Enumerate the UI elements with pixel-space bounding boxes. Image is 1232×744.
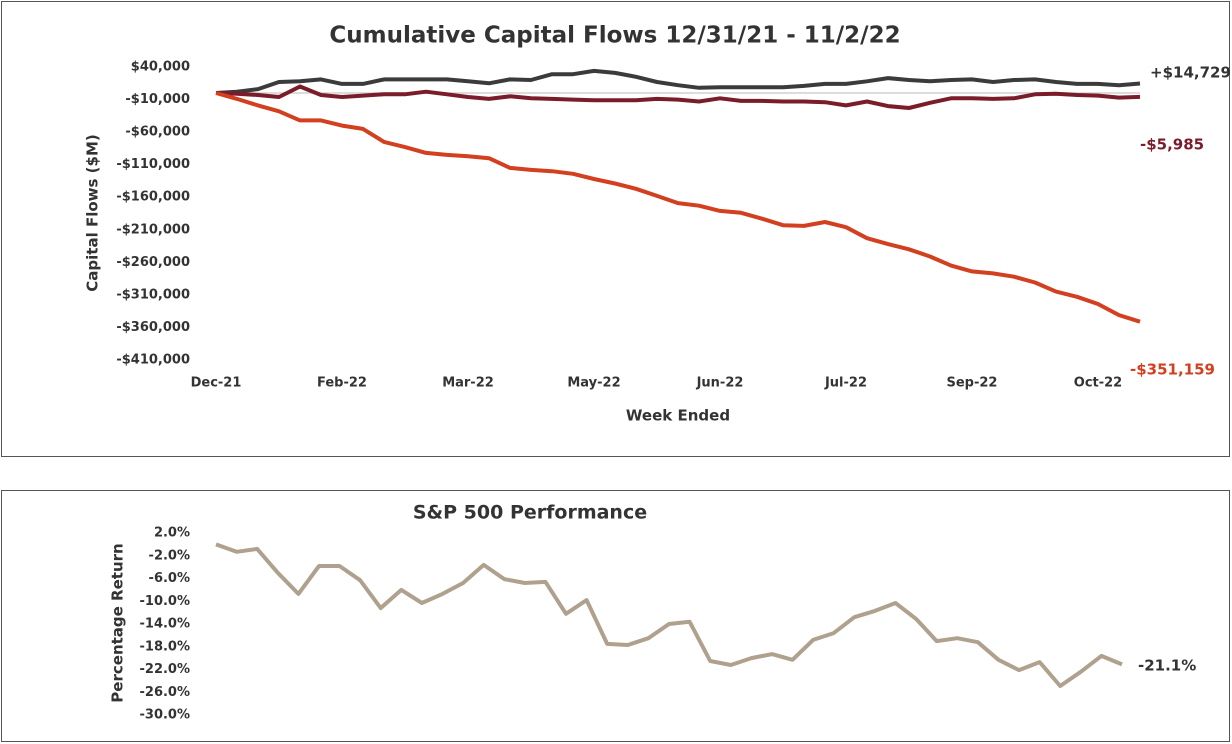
y-tick-label: -18.0% (140, 639, 191, 654)
y-tick-label: -$160,000 (116, 190, 190, 205)
y-tick-label: -2.0% (149, 548, 190, 563)
y-tick-label: -10.0% (140, 594, 191, 609)
series-line (215, 68, 1141, 95)
y-tick-label: $40,000 (131, 60, 190, 75)
chart-title: Cumulative Capital Flows 12/31/21 - 11/2… (329, 23, 900, 49)
y-axis-title: Percentage Return (109, 543, 127, 702)
y-tick-label: -$260,000 (116, 255, 190, 270)
series-line (215, 91, 1141, 324)
x-tick-label: Feb-22 (317, 376, 367, 391)
y-axis-title: Capital Flows ($M) (84, 134, 102, 291)
end-label: -$351,159 (1130, 361, 1215, 379)
y-tick-label: -14.0% (140, 617, 191, 632)
x-axis-title: Week Ended (626, 407, 730, 425)
y-tick-label: 2.0% (154, 526, 190, 541)
x-tick-label: May-22 (567, 376, 620, 391)
x-tick-label: Jun-22 (696, 376, 744, 391)
series-line (215, 542, 1123, 688)
y-tick-label: -22.0% (140, 662, 191, 677)
y-tick-label: -$10,000 (125, 92, 190, 107)
y-tick-label: -6.0% (149, 571, 190, 586)
x-tick-label: Dec-21 (191, 376, 242, 391)
end-label: +$14,729 (1150, 64, 1231, 82)
y-tick-label: -$110,000 (116, 157, 190, 172)
x-tick-label: Mar-22 (442, 376, 494, 391)
end-label: -$5,985 (1140, 136, 1204, 154)
chart-frame (1, 490, 1230, 742)
y-tick-label: -30.0% (140, 708, 191, 723)
end-label: -21.1% (1138, 657, 1196, 675)
x-tick-label: Sep-22 (947, 376, 998, 391)
chart-title: S&P 500 Performance (413, 502, 647, 524)
y-tick-label: -$410,000 (116, 353, 190, 368)
y-tick-label: -$310,000 (116, 287, 190, 302)
chart-frame (1, 1, 1230, 457)
x-tick-label: Jul-22 (824, 376, 867, 391)
y-tick-label: -26.0% (140, 685, 191, 700)
y-tick-label: -$60,000 (125, 125, 190, 140)
series-line (215, 84, 1141, 110)
x-tick-label: Oct-22 (1074, 376, 1122, 391)
y-tick-label: -$210,000 (116, 222, 190, 237)
y-tick-label: -$360,000 (116, 320, 190, 335)
